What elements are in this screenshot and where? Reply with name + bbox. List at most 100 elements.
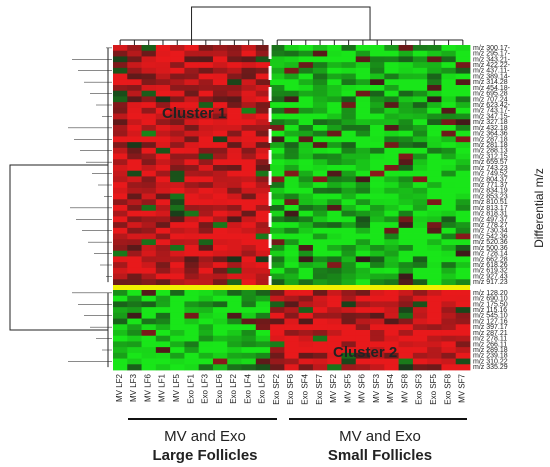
heatmap-cell [455,67,471,74]
heatmap-cell [298,119,314,126]
heatmap-cell [212,295,228,302]
heatmap-cell [441,227,457,234]
heatmap-cell [455,62,471,69]
heatmap-cell [170,267,185,274]
heatmap-cell [327,330,342,337]
heatmap-cell [227,290,242,297]
heatmap-cell [341,279,357,286]
heatmap-cell [341,222,357,229]
heatmap-cell [398,193,414,200]
heatmap-cell [441,130,457,137]
heatmap-cell [312,187,328,194]
heatmap-cell [312,113,328,120]
heatmap-cell [198,153,214,160]
heatmap-cell [427,90,442,97]
heatmap-cell [384,364,399,371]
heatmap-cell [427,165,442,172]
heatmap-cell [241,73,257,80]
heatmap-cell [384,113,399,120]
heatmap-cell [370,210,385,217]
heatmap-cell [412,193,428,200]
heatmap-cell [270,347,285,354]
heatmap-cell [284,176,300,183]
heatmap-cell [312,79,328,86]
heatmap-cell [298,147,314,154]
heatmap-cell [212,187,228,194]
heatmap-cell [184,335,200,342]
heatmap-cell [141,347,157,354]
heatmap-cell [198,295,214,302]
heatmap-cell [384,279,399,286]
heatmap-cell [298,67,314,74]
heatmap-cell [170,147,185,154]
heatmap-cell [255,119,271,126]
heatmap-cell [270,330,285,337]
heatmap-cell [355,113,371,120]
heatmap-cell [198,352,214,359]
heatmap-cell [113,210,128,217]
heatmap-cell [355,358,371,365]
heatmap-cell [441,170,457,177]
heatmap-cell [427,130,442,137]
heatmap-cell [284,153,300,160]
heatmap-cell [113,267,128,274]
heatmap-cell [198,233,214,240]
heatmap-cell [370,62,385,69]
row-label: m/z 749.52 [473,171,508,178]
heatmap-cell [441,239,457,246]
heatmap-cell [384,318,399,325]
heatmap-cell [141,187,157,194]
heatmap-cell [212,330,228,337]
heatmap-cell [141,159,157,166]
heatmap-cell [441,295,457,302]
heatmap-cell [284,324,300,331]
row-label: m/z 695.28 [473,91,508,98]
heatmap-cell [427,182,442,189]
heatmap-cell [427,147,442,154]
heatmap-cell [212,165,228,172]
heatmap-cell [341,262,357,269]
heatmap-cell [398,62,414,69]
heatmap-cell [327,182,342,189]
heatmap-cell [312,62,328,69]
row-label: m/z 364.36 [473,131,508,138]
heatmap-cell [355,295,371,302]
heatmap-cell [227,187,242,194]
heatmap-cell [312,364,328,371]
heatmap-cell [170,102,185,109]
heatmap-cell [355,256,371,263]
heatmap-cell [155,182,171,189]
heatmap-cell [241,330,257,337]
heatmap-cell [227,330,242,337]
heatmap-cell [312,45,328,52]
heatmap-cell [355,170,371,177]
heatmap-cell [412,279,428,286]
heatmap-cell [184,216,200,223]
heatmap-cell [427,56,442,63]
row-label: m/z 327.18 [473,119,508,126]
heatmap-cell [398,301,414,308]
heatmap-cell [212,335,228,342]
heatmap-cell [427,50,442,57]
heatmap-cell [184,90,200,97]
heatmap-cell [270,267,285,274]
heatmap-cell [355,341,371,348]
heatmap-cell [212,250,228,257]
heatmap-cell [441,324,457,331]
heatmap-cell [255,136,271,143]
heatmap-cell [398,364,414,371]
heatmap-cell [384,130,399,137]
heatmap-cell [298,159,314,166]
heatmap-cell [298,239,314,246]
heatmap-cell [198,335,214,342]
heatmap-cell [370,307,385,314]
heatmap-cell [398,136,414,143]
heatmap-cell [427,193,442,200]
heatmap-cell [441,153,457,160]
heatmap-cell [427,352,442,359]
heatmap-cell [298,85,314,92]
heatmap-cell [341,113,357,120]
row-label: m/z 422.22- [473,62,511,69]
heatmap-cell [327,295,342,302]
